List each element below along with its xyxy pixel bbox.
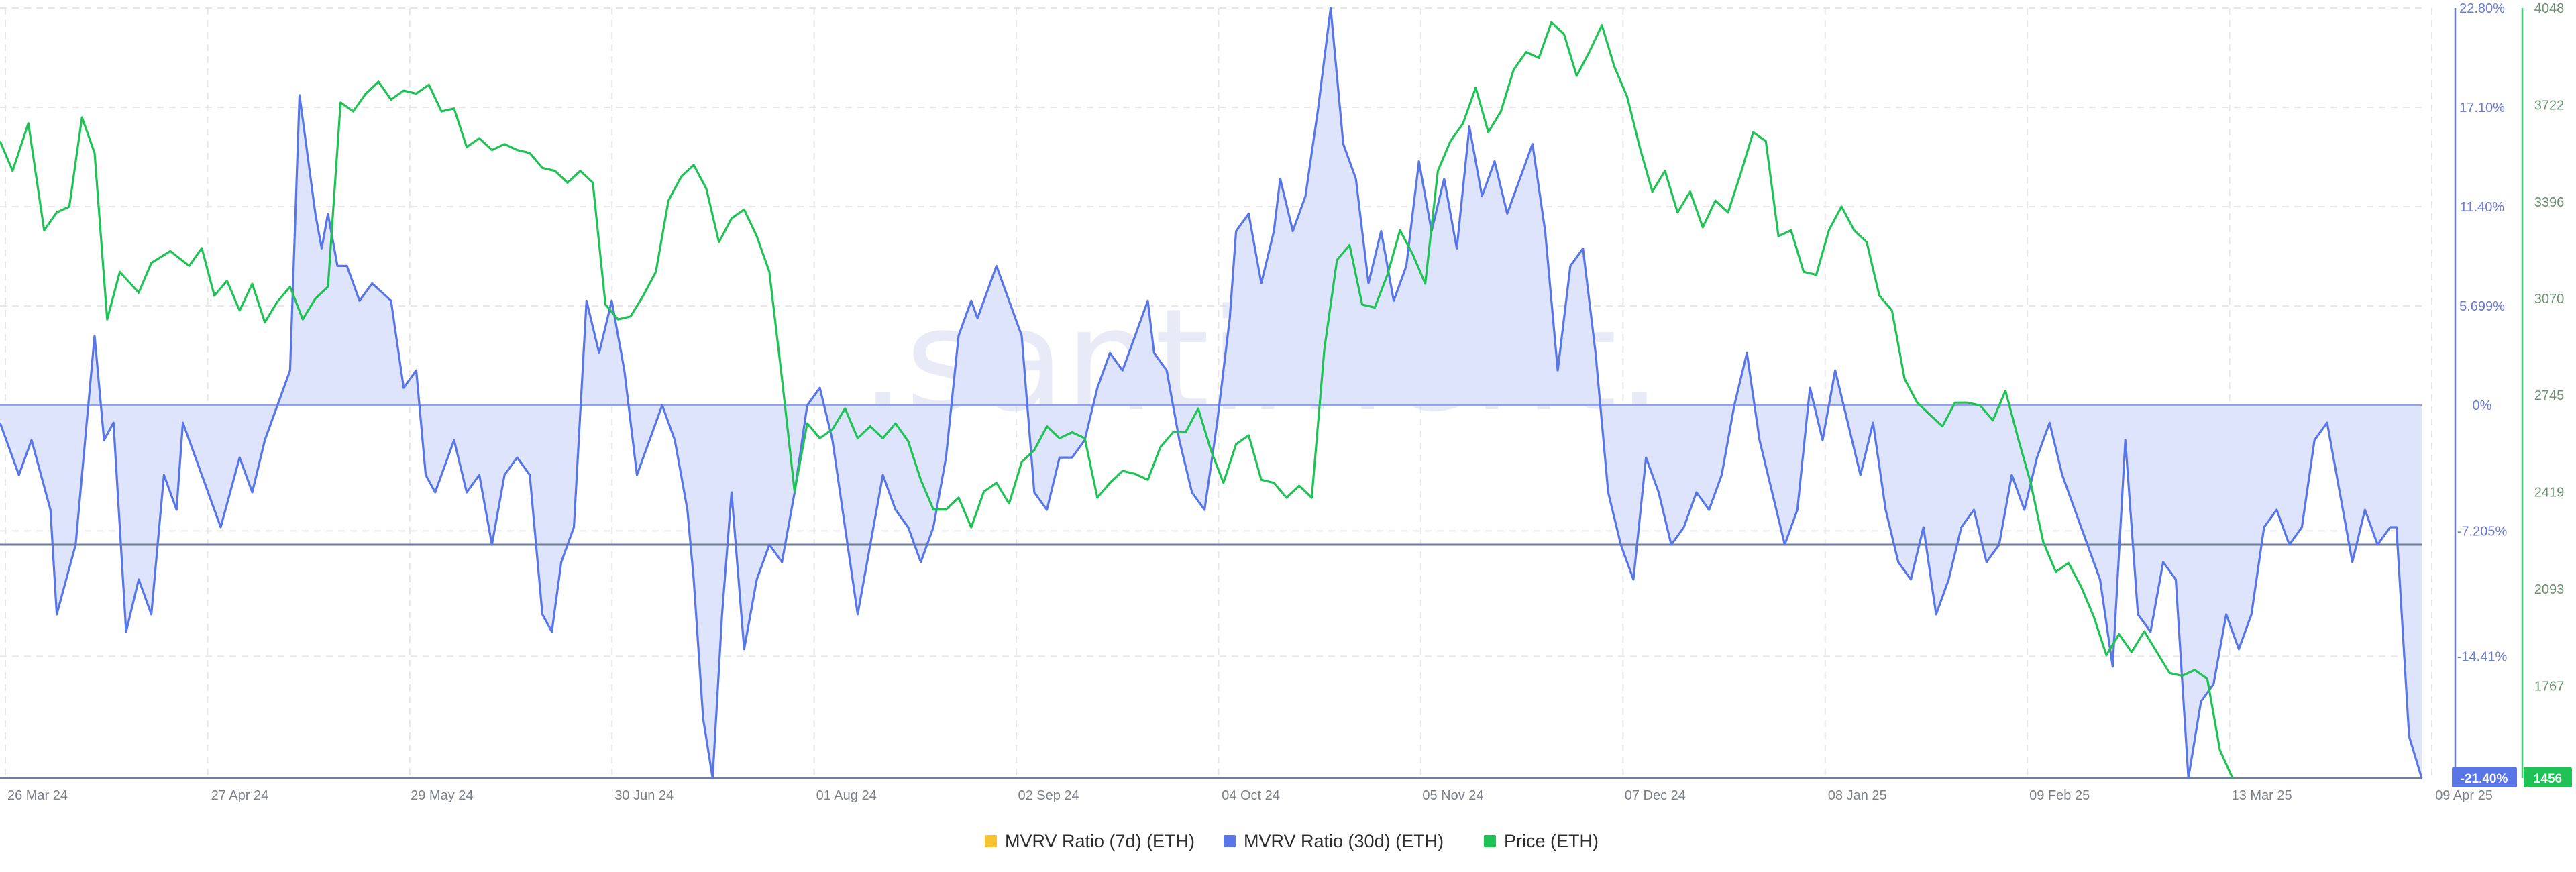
price-last-badge bbox=[2524, 767, 2572, 787]
mvrv-tick-label: 22.80% bbox=[2459, 1, 2505, 16]
x-tick-label: 01 Aug 24 bbox=[816, 788, 877, 803]
legend-swatch bbox=[1224, 835, 1236, 847]
legend-label: MVRV Ratio (30d) (ETH) bbox=[1244, 831, 1444, 851]
x-tick-label: 09 Feb 25 bbox=[2029, 788, 2090, 803]
price-tick-label: 2093 bbox=[2534, 582, 2565, 597]
price-tick-label: 1767 bbox=[2534, 679, 2565, 694]
mvrv-tick-label: -7.205% bbox=[2457, 524, 2508, 539]
price-tick-label: 3396 bbox=[2534, 195, 2565, 210]
price-last-value: 1456 bbox=[2534, 772, 2562, 786]
mvrv-tick-label: 0% bbox=[2473, 398, 2492, 413]
x-tick-label: 27 Apr 24 bbox=[211, 788, 269, 803]
price-tick-label: 2419 bbox=[2534, 485, 2565, 500]
mvrv-last-value: -21.40% bbox=[2461, 772, 2508, 786]
x-tick-label: 04 Oct 24 bbox=[1222, 788, 1280, 803]
mvrv-30d-line bbox=[0, 7, 2423, 779]
price-tick-label: 2745 bbox=[2534, 388, 2565, 403]
price-tick-label: 3722 bbox=[2534, 98, 2565, 113]
mvrv-tick-label: 5.699% bbox=[2459, 299, 2505, 314]
legend-label: MVRV Ratio (7d) (ETH) bbox=[1005, 831, 1195, 851]
x-tick-label: 09 Apr 25 bbox=[2435, 788, 2493, 803]
price-line bbox=[0, 21, 2234, 779]
mvrv-tick-label: 17.10% bbox=[2459, 101, 2505, 115]
legend-swatch bbox=[985, 835, 997, 847]
x-tick-label: 07 Dec 24 bbox=[1625, 788, 1686, 803]
x-tick-label: 08 Jan 25 bbox=[1828, 788, 1887, 803]
mvrv-tick-label: 11.40% bbox=[2460, 200, 2505, 215]
x-tick-label: 13 Mar 25 bbox=[2232, 788, 2292, 803]
price-tick-label: 4048 bbox=[2534, 1, 2565, 16]
x-tick-label: 02 Sep 24 bbox=[1018, 788, 1079, 803]
legend-label: Price (ETH) bbox=[1504, 831, 1599, 851]
mvrv-tick-label: -14.41% bbox=[2457, 649, 2508, 664]
price-tick-label: 3070 bbox=[2534, 292, 2565, 307]
x-tick-label: 30 Jun 24 bbox=[614, 788, 674, 803]
mvrv-last-badge bbox=[2452, 767, 2517, 787]
legend: MVRV Ratio (7d) (ETH) MVRV Ratio (30d) (E… bbox=[985, 831, 1599, 851]
x-tick-label: 29 May 24 bbox=[411, 788, 473, 803]
legend-swatch bbox=[1484, 835, 1496, 847]
x-tick-label: 26 Mar 24 bbox=[7, 788, 68, 803]
x-tick-label: 05 Nov 24 bbox=[1422, 788, 1483, 803]
axes: 22.80% 17.10% 11.40% 5.699% 0% -7.205% -14.41%… bbox=[7, 1, 2572, 803]
series-layer bbox=[0, 7, 2423, 779]
